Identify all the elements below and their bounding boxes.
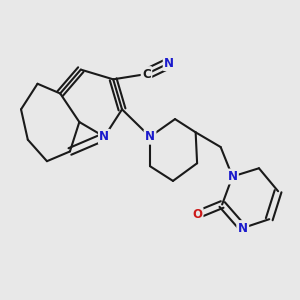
- Text: N: N: [145, 130, 155, 143]
- Text: O: O: [192, 208, 202, 221]
- Text: N: N: [227, 170, 237, 183]
- Text: N: N: [99, 130, 110, 143]
- Text: N: N: [164, 57, 174, 70]
- Text: N: N: [238, 221, 248, 235]
- Text: C: C: [142, 68, 151, 80]
